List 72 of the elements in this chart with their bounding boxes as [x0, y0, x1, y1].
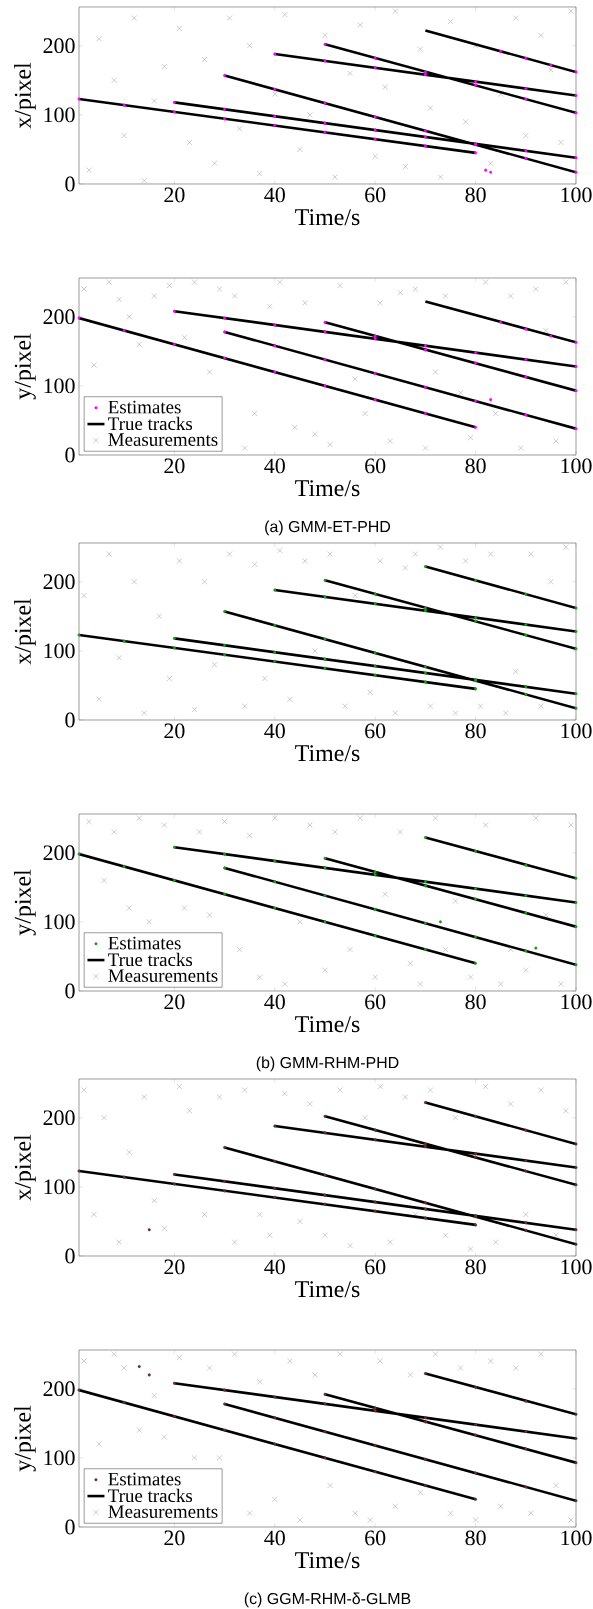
y-tick-label: 200 [43, 38, 75, 54]
y-tick-label: 200 [43, 1110, 75, 1126]
y-axis-title: x/pixel [14, 1134, 36, 1201]
y-tick-label: 100 [44, 914, 75, 930]
y-tick-label: 100 [44, 107, 75, 123]
y-axis-title: y/pixel [14, 1405, 36, 1472]
y-tick-label: 100 [44, 1450, 75, 1466]
x-tick-label: 60 [365, 1259, 386, 1275]
x-tick-label: 80 [465, 187, 486, 203]
text: (a) GMM-ET-PHD [265, 520, 391, 536]
y-tick-label: 0 [65, 176, 75, 192]
x-tick-label: 100 [561, 1530, 592, 1546]
x-tick-label: 40 [264, 1259, 285, 1275]
x-tick-label: 40 [264, 994, 285, 1010]
legend-label: Estimates [108, 400, 181, 414]
x-tick-label: 60 [365, 458, 386, 474]
x-tick-label: 60 [365, 187, 386, 203]
x-tick-label: 60 [365, 994, 386, 1010]
x-axis-title: Time/s [295, 1281, 360, 1298]
y-tick-label: 0 [65, 447, 75, 463]
x-tick-label: 100 [561, 187, 592, 203]
legend-label: True tracks [108, 952, 193, 967]
y-tick-label: 200 [43, 309, 75, 325]
x-tick-label: 20 [164, 187, 185, 203]
x-tick-label: 80 [465, 1530, 486, 1546]
x-axis-title: Time/s [295, 480, 360, 497]
x-tick-label: 40 [264, 187, 285, 203]
legend-label: Measurements [108, 969, 218, 982]
x-tick-label: 80 [465, 994, 486, 1010]
y-tick-label: 100 [44, 1179, 75, 1195]
x-tick-label: 80 [465, 458, 486, 474]
x-axis-title: Time/s [295, 1552, 360, 1569]
y-axis-title: y/pixel [14, 869, 36, 936]
legend-label: True tracks [108, 1488, 193, 1503]
y-axis-title: x/pixel [14, 62, 36, 129]
y-tick-label: 100 [44, 643, 75, 659]
x-tick-label: 40 [264, 458, 285, 474]
legend-label: Measurements [108, 433, 218, 446]
x-tick-label: 60 [365, 723, 386, 739]
x-tick-label: 20 [164, 994, 185, 1010]
x-tick-label: 80 [465, 723, 486, 739]
legend-label: Estimates [108, 1472, 181, 1486]
x-tick-label: 60 [365, 1530, 386, 1546]
x-tick-label: 20 [164, 1530, 185, 1546]
x-tick-label: 40 [264, 723, 285, 739]
legend-label: Measurements [108, 1505, 218, 1518]
text: (b) GMM-RHM-PHD [256, 1056, 399, 1072]
x-tick-label: 40 [264, 1530, 285, 1546]
y-tick-label: 100 [44, 378, 75, 394]
x-tick-label: 100 [561, 723, 592, 739]
x-tick-label: 100 [561, 1259, 592, 1275]
x-tick-label: 20 [164, 458, 185, 474]
legend-label: True tracks [108, 416, 193, 431]
y-axis-title: x/pixel [14, 598, 36, 665]
y-tick-label: 0 [65, 983, 75, 999]
y-tick-label: 0 [65, 1519, 75, 1535]
x-axis-title: Time/s [295, 209, 360, 226]
text: (c) GGM-RHM-δ-GLMB [244, 1592, 411, 1608]
x-axis-title: Time/s [295, 1016, 360, 1033]
y-tick-label: 0 [65, 1248, 75, 1264]
y-tick-label: 200 [43, 1381, 75, 1397]
y-tick-label: 200 [43, 845, 75, 861]
y-tick-label: 0 [65, 712, 75, 728]
x-tick-label: 20 [164, 723, 185, 739]
x-tick-label: 20 [164, 1259, 185, 1275]
y-tick-label: 200 [43, 574, 75, 590]
x-axis-title: Time/s [295, 745, 360, 762]
x-tick-label: 100 [561, 458, 592, 474]
x-tick-label: 100 [561, 994, 592, 1010]
y-axis-title: y/pixel [14, 333, 36, 400]
x-tick-label: 80 [465, 1259, 486, 1275]
legend-label: Estimates [108, 936, 181, 950]
